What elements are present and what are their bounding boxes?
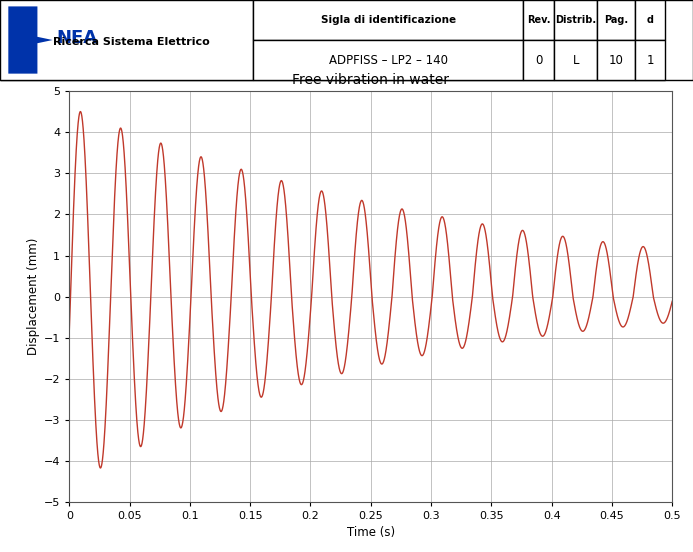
Bar xyxy=(554,40,597,80)
Text: 0: 0 xyxy=(535,54,543,67)
Bar xyxy=(635,40,665,80)
Text: Sigla di identificazione: Sigla di identificazione xyxy=(321,15,455,25)
Bar xyxy=(253,0,523,40)
X-axis label: Time (s): Time (s) xyxy=(346,526,395,539)
Text: Distrib.: Distrib. xyxy=(555,15,597,25)
Bar xyxy=(523,40,554,80)
Text: Pag.: Pag. xyxy=(604,15,629,25)
Bar xyxy=(554,0,597,40)
Text: Ricerca Sistema Elettrico: Ricerca Sistema Elettrico xyxy=(53,36,210,46)
Text: L: L xyxy=(572,54,579,67)
Bar xyxy=(597,40,635,80)
Title: Free vibration in water: Free vibration in water xyxy=(292,73,449,87)
Polygon shape xyxy=(8,7,53,73)
Y-axis label: Displacement (mm): Displacement (mm) xyxy=(26,238,40,355)
Bar xyxy=(253,40,523,80)
Text: Rev.: Rev. xyxy=(527,15,550,25)
Bar xyxy=(635,0,665,40)
Bar xyxy=(523,0,554,40)
Text: 1: 1 xyxy=(647,54,654,67)
Text: d: d xyxy=(647,15,654,25)
Text: 10: 10 xyxy=(609,54,624,67)
Text: NEA: NEA xyxy=(57,29,98,47)
Bar xyxy=(0,0,253,80)
Text: ADPFISS – LP2 – 140: ADPFISS – LP2 – 140 xyxy=(328,54,448,67)
Bar xyxy=(597,0,635,40)
